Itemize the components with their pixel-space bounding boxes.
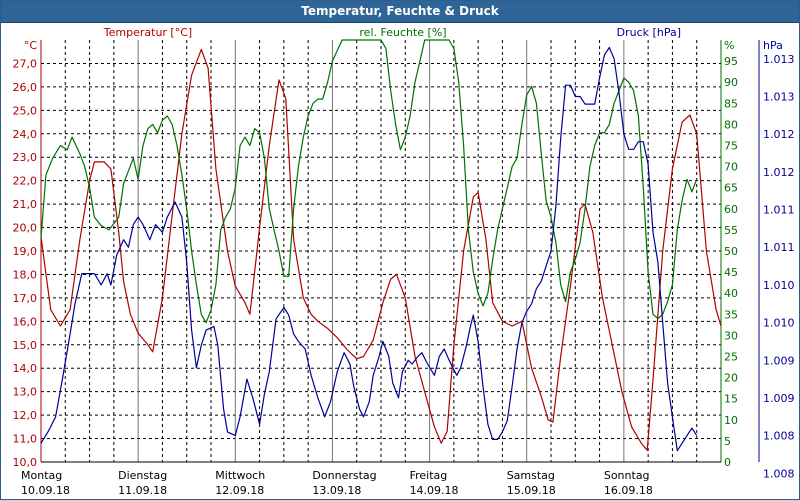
- humidity-tick-label: 60: [724, 203, 738, 216]
- pressure-tick-label: 1.011: [763, 204, 795, 217]
- x-day-label: Mittwoch: [215, 469, 265, 482]
- x-date-label: 13.09.18: [312, 484, 361, 497]
- axes: [40, 40, 760, 463]
- humidity-tick-label: 45: [724, 266, 738, 279]
- humidity-line: [40, 39, 698, 324]
- temperature-tick-label: 18,0: [13, 268, 38, 281]
- humidity-tick-label: 20: [724, 372, 738, 385]
- temperature-tick-label: 26,0: [13, 81, 38, 94]
- pressure-tick-label: 1.010: [763, 279, 795, 292]
- humidity-tick-label: 0: [724, 456, 731, 469]
- pressure-tick-label: 1.009: [763, 392, 795, 405]
- humidity-tick-label: 40: [724, 287, 738, 300]
- temperature-axis-title: Temperatur [°C]: [103, 26, 192, 39]
- pressure-tick-label: 1.009: [763, 354, 795, 367]
- temperature-line: [40, 48, 722, 451]
- pressure-tick-label: 1.013: [763, 53, 795, 66]
- temperature-tick-label: 20,0: [13, 222, 38, 235]
- series-lines: [40, 39, 722, 452]
- pressure-tick-label: 1.008: [763, 467, 795, 480]
- x-date-label: 12.09.18: [215, 484, 264, 497]
- x-day-label: Dienstag: [118, 469, 167, 482]
- humidity-axis-title: rel. Feuchte [%]: [359, 26, 446, 39]
- x-day-label: Samstag: [507, 469, 555, 482]
- humidity-tick-label: 65: [724, 182, 738, 195]
- pressure-tick-label: 1.010: [763, 317, 795, 330]
- humidity-tick-label: 5: [724, 435, 731, 448]
- temperature-tick-label: 10,0: [13, 456, 38, 469]
- humidity-tick-label: 90: [724, 76, 738, 89]
- pressure-line: [40, 46, 698, 452]
- x-date-label: 14.09.18: [410, 484, 459, 497]
- title-bar: Temperatur, Feuchte & Druck: [1, 1, 799, 23]
- temperature-tick-label: 22,0: [13, 175, 38, 188]
- humidity-tick-label: 25: [724, 351, 738, 364]
- tick-labels: 27,0 26,0 25,0 24,0 23,0 22,0 21,0 20,0 19,0 18,0…: [13, 53, 795, 497]
- x-day-label: Freitag: [410, 469, 448, 482]
- humidity-tick-label: 80: [724, 118, 738, 131]
- temperature-tick-label: 11,0: [13, 433, 38, 446]
- pressure-tick-label: 1.008: [763, 430, 795, 443]
- temperature-tick-label: 16,0: [13, 315, 38, 328]
- x-date-label: 15.09.18: [507, 484, 556, 497]
- humidity-tick-label: 75: [724, 140, 738, 153]
- pressure-tick-label: 1.012: [763, 128, 795, 141]
- x-date-label: 16.09.18: [604, 484, 653, 497]
- x-date-label: 10.09.18: [21, 484, 70, 497]
- temperature-tick-label: 21,0: [13, 198, 38, 211]
- humidity-tick-label: 85: [724, 97, 738, 110]
- temperature-tick-label: 24,0: [13, 128, 38, 141]
- temperature-tick-label: 19,0: [13, 245, 38, 258]
- humidity-tick-label: 10: [724, 414, 738, 427]
- humidity-tick-label: 95: [724, 55, 738, 68]
- temperature-tick-label: 13,0: [13, 386, 38, 399]
- window-title: Temperatur, Feuchte & Druck: [301, 4, 499, 18]
- pressure-tick-label: 1.012: [763, 166, 795, 179]
- temperature-tick-label: 27,0: [13, 57, 38, 70]
- temperature-tick-label: 23,0: [13, 151, 38, 164]
- x-day-label: Donnerstag: [312, 469, 376, 482]
- humidity-tick-label: 30: [724, 329, 738, 342]
- x-date-label: 11.09.18: [118, 484, 167, 497]
- humidity-unit: %: [724, 39, 734, 52]
- temperature-tick-label: 12,0: [13, 409, 38, 422]
- pressure-tick-label: 1.011: [763, 241, 795, 254]
- x-day-label: Sonntag: [604, 469, 650, 482]
- temperature-tick-label: 25,0: [13, 104, 38, 117]
- temperature-unit: °C: [24, 39, 38, 52]
- humidity-tick-label: 70: [724, 161, 738, 174]
- temperature-tick-label: 15,0: [13, 339, 38, 352]
- humidity-tick-label: 50: [724, 245, 738, 258]
- temperature-tick-label: 17,0: [13, 292, 38, 305]
- humidity-tick-label: 55: [724, 224, 738, 237]
- pressure-tick-label: 1.013: [763, 91, 795, 104]
- pressure-axis-title: Druck [hPa]: [617, 26, 681, 39]
- humidity-tick-label: 15: [724, 393, 738, 406]
- pressure-unit: hPa: [763, 39, 783, 52]
- x-day-label: Montag: [21, 469, 62, 482]
- humidity-tick-label: 35: [724, 308, 738, 321]
- grid-lines: [41, 40, 721, 462]
- temperature-tick-label: 14,0: [13, 362, 38, 375]
